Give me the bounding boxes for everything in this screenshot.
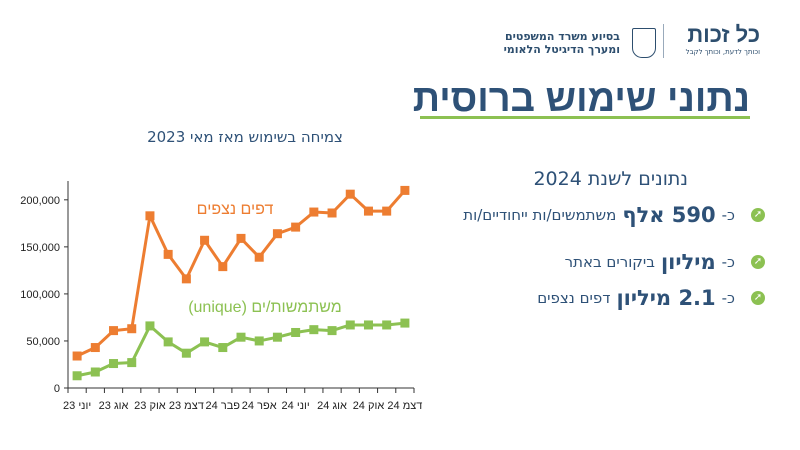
arrow-up-right-icon: ➚ bbox=[751, 291, 765, 305]
x-tick-label: אוג 23 bbox=[99, 400, 129, 412]
arrow-up-right-icon: ➚ bbox=[751, 255, 765, 269]
data-point bbox=[145, 211, 155, 221]
y-tick-label: 150,000 bbox=[20, 242, 60, 254]
stat-item: ➚ כ- 590 אלף משתמשים/ות ייחודיים/ות bbox=[463, 203, 765, 227]
partner-line-2: ומערך הדיגיטל הלאומי bbox=[503, 43, 620, 56]
page-title: נתוני שימוש ברוסית bbox=[412, 78, 750, 120]
data-point bbox=[200, 337, 210, 347]
data-point bbox=[309, 325, 319, 335]
x-tick-label: יוני 24 bbox=[282, 400, 310, 412]
data-point bbox=[90, 367, 100, 377]
data-point bbox=[254, 336, 264, 346]
data-point bbox=[145, 321, 155, 331]
data-point bbox=[72, 371, 82, 381]
data-point bbox=[109, 326, 119, 336]
y-tick-label: 50,000 bbox=[26, 336, 60, 348]
stat-value: 2.1 מיליון bbox=[616, 286, 716, 310]
x-tick-label: דצמ 23 bbox=[169, 400, 204, 412]
stat-text: ביקורים באתר bbox=[564, 253, 655, 271]
title-underline bbox=[420, 116, 750, 119]
data-point bbox=[163, 249, 173, 259]
data-point bbox=[400, 185, 410, 195]
data-point bbox=[90, 343, 100, 353]
series-line-1 bbox=[76, 321, 406, 378]
y-tick-label: 0 bbox=[54, 383, 60, 395]
stat-prefix: כ- bbox=[721, 253, 735, 271]
data-point bbox=[109, 359, 119, 369]
data-point bbox=[291, 327, 301, 337]
data-point bbox=[236, 332, 246, 342]
partner-text: בסיוע משרד המשפטים ומערך הדיגיטל הלאומי bbox=[504, 30, 620, 56]
x-tick-label: אוק 24 bbox=[353, 400, 385, 412]
data-point bbox=[345, 320, 355, 330]
arrow-up-right-icon: ➚ bbox=[751, 208, 765, 222]
data-point bbox=[363, 206, 373, 216]
logo-divider bbox=[663, 24, 664, 58]
data-point bbox=[327, 326, 337, 336]
kol-zchut-logo: כל זכות וכותך לדעת, וכותך לקבל bbox=[650, 22, 760, 58]
stat-text: דפים נצפים bbox=[537, 289, 611, 307]
data-point bbox=[272, 332, 282, 342]
data-point bbox=[236, 233, 246, 243]
y-tick-label: 100,000 bbox=[20, 289, 60, 301]
data-point bbox=[327, 208, 337, 218]
stats-heading: נתונים לשנת 2024 bbox=[533, 168, 688, 190]
x-tick-label: דצמ 24 bbox=[387, 400, 422, 412]
data-point bbox=[163, 337, 173, 347]
data-point bbox=[72, 351, 82, 361]
stat-prefix: כ- bbox=[721, 289, 735, 307]
data-point bbox=[200, 235, 210, 245]
data-point bbox=[181, 274, 191, 284]
usage-line-chart: 0 50,000 100,000 150,000 200,000 יוני 23 אוג 2… bbox=[20, 181, 422, 412]
x-tick-label: אפר 24 bbox=[242, 400, 277, 412]
stat-text: משתמשים/ות ייחודיים/ות bbox=[463, 206, 617, 224]
data-point bbox=[309, 207, 319, 217]
data-point bbox=[345, 189, 355, 199]
brand-tagline: וכותך לדעת, וכותך לקבל bbox=[685, 48, 760, 56]
x-tick-label: פבר 24 bbox=[206, 400, 241, 412]
chart-title: צמיחה בשימוש מאז מאי 2023 bbox=[147, 128, 343, 146]
stat-value: 590 אלף bbox=[622, 203, 716, 227]
x-tick-label: אוק 23 bbox=[134, 400, 166, 412]
series-label-page-views: דפים נצפים bbox=[197, 201, 274, 218]
data-point bbox=[127, 358, 137, 368]
data-point bbox=[382, 206, 392, 216]
partner-line-1: בסיוע משרד המשפטים bbox=[504, 30, 620, 43]
data-point bbox=[363, 320, 373, 330]
stat-item: ➚ כ- 2.1 מיליון דפים נצפים bbox=[537, 286, 765, 310]
stat-prefix: כ- bbox=[721, 206, 735, 224]
data-point bbox=[272, 229, 282, 239]
x-tick-label: אוג 24 bbox=[317, 400, 347, 412]
data-point bbox=[218, 343, 228, 353]
data-point bbox=[382, 320, 392, 330]
data-point bbox=[127, 324, 137, 334]
data-point bbox=[218, 262, 228, 272]
stat-value: מיליון bbox=[660, 250, 716, 274]
y-tick-label: 200,000 bbox=[20, 195, 60, 207]
stat-item: ➚ כ- מיליון ביקורים באתר bbox=[565, 250, 765, 274]
brand-name: כל זכות bbox=[687, 22, 760, 47]
series-label-unique-users: משתמשות/ים (unique) bbox=[188, 299, 342, 316]
state-emblem-icon bbox=[632, 28, 656, 58]
x-tick-label: יוני 23 bbox=[63, 400, 91, 412]
data-point bbox=[400, 318, 410, 328]
data-point bbox=[181, 348, 191, 358]
data-point bbox=[291, 222, 301, 232]
data-point bbox=[254, 252, 264, 262]
